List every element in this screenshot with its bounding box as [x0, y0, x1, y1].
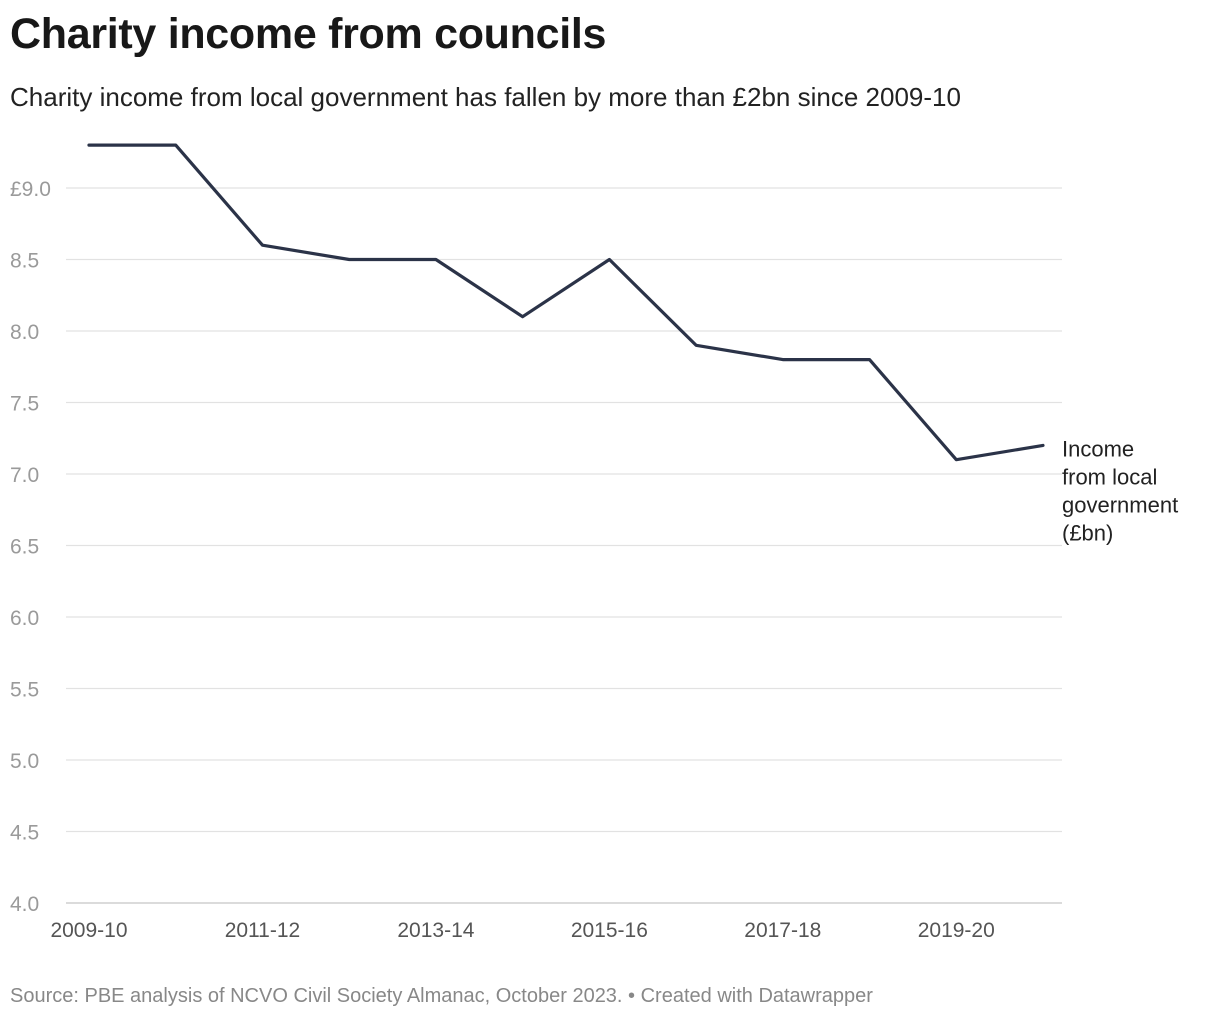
- x-tick-label: 2013-14: [397, 919, 474, 942]
- series-line: [87, 143, 1045, 462]
- x-tick-label: 2009-10: [50, 919, 127, 942]
- series-label-line: (£bn): [1062, 520, 1113, 545]
- y-tick-label: 7.0: [10, 464, 39, 487]
- y-tick-label: 7.5: [10, 393, 39, 416]
- y-tick-label: 6.5: [10, 536, 39, 559]
- y-tick-label: 4.0: [10, 893, 39, 916]
- line-chart: 4.0 4.5 5.0 5.5 6.0 6.5 7.0 7.5 8.0 8.5 £9.0 2009-…: [10, 143, 1178, 942]
- y-tick-label: 4.5: [10, 822, 39, 845]
- x-tick-label: 2011-12: [225, 919, 301, 942]
- y-tick-label: 5.5: [10, 679, 39, 702]
- y-tick-label: 8.0: [10, 321, 39, 344]
- chart-subtitle: Charity income from local government has…: [10, 82, 961, 112]
- y-tick-label: 8.5: [10, 250, 39, 273]
- y-tick-label: £9.0: [10, 178, 51, 201]
- y-tick-label: 5.0: [10, 750, 39, 773]
- series-labels: Income from local government (£bn): [1062, 436, 1178, 545]
- series-label-line: Income: [1062, 436, 1134, 461]
- source-note: Source: PBE analysis of NCVO Civil Socie…: [10, 985, 873, 1007]
- chart-title: Charity income from councils: [10, 10, 607, 58]
- y-axis-ticks: 4.0 4.5 5.0 5.5 6.0 6.5 7.0 7.5 8.0 8.5 £9.0: [10, 178, 51, 916]
- x-tick-label: 2015-16: [571, 919, 648, 942]
- x-tick-label: 2019-20: [918, 919, 995, 942]
- x-axis-ticks: 2009-10 2011-12 2013-14 2015-16 2017-18 2019-…: [50, 919, 994, 942]
- y-tick-label: 6.0: [10, 607, 39, 630]
- x-tick-label: 2017-18: [744, 919, 821, 942]
- gridlines: [66, 187, 1062, 904]
- series-label-line: from local: [1062, 464, 1157, 489]
- series-label-line: government: [1062, 492, 1178, 517]
- series-lines: [87, 143, 1045, 462]
